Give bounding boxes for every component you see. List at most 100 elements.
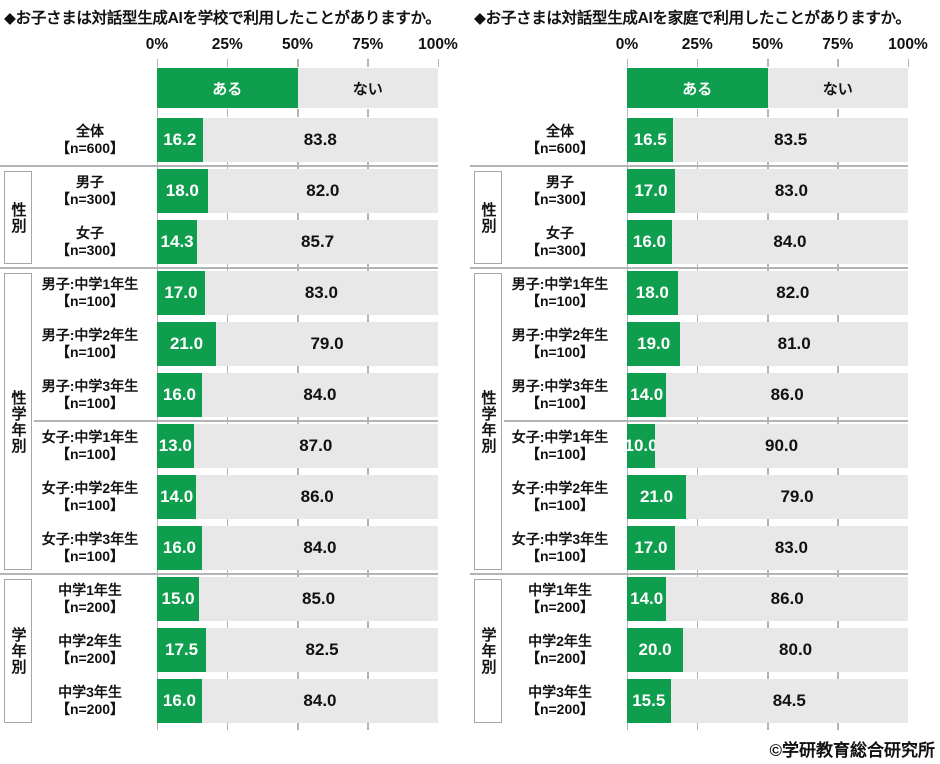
row-label-n: 【n=200】 [525,650,595,666]
row-label-name: 全体 [76,122,104,139]
grid-tick-mark [767,519,769,526]
bar-segment-aru: 16.2 [157,118,203,162]
grid-tick-mark [297,468,299,475]
row-label: 中学2年生 【n=200】 [500,628,620,672]
group-box: 学年別 [474,579,502,723]
grid-tick-mark [226,621,229,628]
grid-tick-mark [837,672,839,679]
axis-tick-label: 50% [751,36,784,53]
axis-tick-label: 0% [615,36,639,53]
row-label: 男子:中学1年生 【n=100】 [500,271,620,315]
grid-tick-mark [297,315,299,322]
row-label-name: 男子:中学1年生 [511,275,609,292]
bar-segment-aru: 17.0 [627,526,675,570]
grid-tick-mark [837,213,839,220]
bar-segment-nai: 83.0 [204,271,438,315]
group-box: 性別 [4,171,32,264]
group-separator-line [0,164,438,167]
group-separator-line [470,572,908,575]
grid-tick-mark [226,315,229,322]
group-separator-line [0,266,438,269]
row-label-name: 男子:中学1年生 [41,275,139,292]
row-label-n: 【n=200】 [55,701,125,717]
grid-tick-mark [696,315,699,322]
grid-tick-mark [226,366,229,373]
row-label-n: 【n=100】 [525,497,595,513]
bar-segment-nai: 79.0 [216,322,438,366]
grid-tick-mark [626,672,628,679]
row-label-name: 全体 [546,122,574,139]
bar-segment-nai: 81.0 [680,322,908,366]
grid-tick-mark [767,315,769,322]
bar-segment-aru: 15.0 [157,577,200,621]
bar-segment-nai: 82.5 [206,628,438,672]
row-label-n: 【n=300】 [525,191,595,207]
grid-tick-mark [156,109,158,117]
group-label: 学年別 [479,627,497,675]
bar-segment-aru: 20.0 [627,628,684,672]
row-label: 女子:中学1年生 【n=100】 [30,424,150,468]
row-label-name: 中学2年生 [58,632,122,649]
grid-tick-mark [156,519,158,526]
group-label: 性学年別 [9,389,27,454]
bar-segment-aru: 14.0 [627,577,667,621]
row-label: 女子:中学3年生 【n=100】 [500,526,620,570]
row-label: 中学1年生 【n=200】 [500,577,620,621]
grid-tick-mark [226,468,229,475]
group-box: 学年別 [4,579,32,723]
row-label-n: 【n=100】 [55,293,125,309]
bar-segment-aru: 13.0 [157,424,194,468]
bar-segment-nai: 87.0 [193,424,438,468]
grid-tick-mark [297,519,299,526]
row-label-n: 【n=200】 [55,650,125,666]
group-separator-line [470,164,908,167]
grid-tick-mark [226,723,229,730]
row-label: 男子:中学3年生 【n=100】 [500,373,620,417]
axis-tick-mark [626,59,628,67]
row-label-name: 男子 [546,173,574,190]
axis-tick-label: 75% [352,36,384,53]
grid-tick-mark [626,213,628,220]
row-label-n: 【n=200】 [525,701,595,717]
bar-segment-nai: 84.5 [670,679,908,723]
grid-tick-mark [156,672,158,679]
grid-tick-mark [767,213,769,220]
row-label-name: 男子:中学2年生 [41,326,139,343]
row-label-name: 男子:中学3年生 [41,377,139,394]
legend-segment-aru: ある [157,68,298,108]
group-label: 性別 [479,201,497,234]
bar-segment-nai: 83.0 [674,169,908,213]
bar-segment-aru: 10.0 [625,424,658,468]
axis-tick-label: 25% [681,36,713,53]
row-label-name: 女子:中学1年生 [41,428,139,445]
grid-tick-mark [837,315,839,322]
group-separator-line [470,266,908,269]
row-label-name: 女子:中学3年生 [41,530,139,547]
grid-tick-mark [367,519,369,526]
grid-tick-mark [367,621,369,628]
bar-segment-aru: 17.5 [157,628,207,672]
row-label-n: 【n=600】 [55,140,125,156]
legend-segment-nai: ない [297,68,438,108]
grid-tick-mark [297,213,299,220]
row-label-n: 【n=300】 [55,191,125,207]
bar-segment-nai: 86.0 [666,577,908,621]
bar-segment-aru: 17.0 [157,271,205,315]
grid-tick-mark [837,519,839,526]
row-label-n: 【n=600】 [525,140,595,156]
bar-segment-nai: 84.0 [671,220,908,264]
grid-tick-mark [837,468,839,475]
bar-segment-nai: 84.0 [201,679,438,723]
bar-segment-nai: 84.0 [201,526,438,570]
bar-segment-nai: 82.0 [207,169,438,213]
grid-tick-mark [696,723,699,730]
bar-segment-aru: 21.0 [627,475,686,519]
group-box: 性学年別 [474,273,502,570]
grid-tick-mark [626,621,628,628]
bar-segment-aru: 14.3 [157,220,198,264]
bar-segment-nai: 85.7 [197,220,438,264]
grid-tick-mark [696,468,699,475]
axis-tick-mark [837,59,839,67]
axis-tick-mark [156,59,158,67]
bar-segment-nai: 86.0 [196,475,438,519]
